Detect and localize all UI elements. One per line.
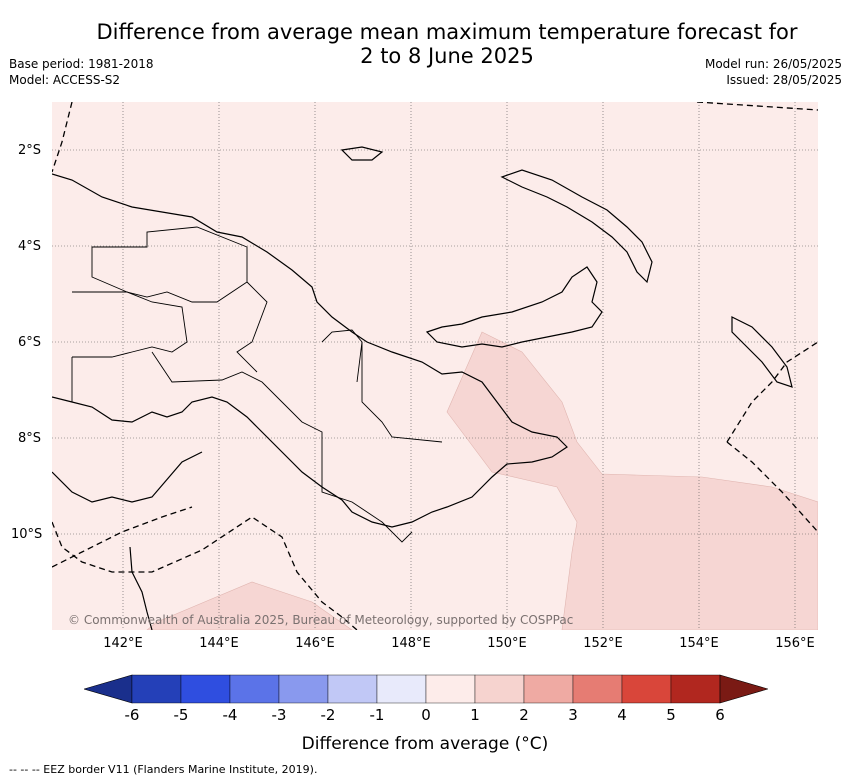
title-line-1: Difference from average mean maximum tem… <box>96 20 798 44</box>
lat-label-4s: 4°S <box>18 239 42 254</box>
lat-label-8s: 8°S <box>18 431 42 446</box>
colorbar-tick-label: 6 <box>715 706 725 724</box>
colorbar-segment <box>131 674 182 704</box>
colorbar-segment <box>278 674 329 704</box>
colorbar-tick-label: -1 <box>369 706 385 724</box>
chart-title: Difference from average mean maximum tem… <box>0 20 850 68</box>
colorbar-tick-label: -6 <box>124 706 140 724</box>
colorbar-segment <box>327 674 378 704</box>
lon-label-146e: 146°E <box>295 636 335 651</box>
colorbar-segment <box>523 674 574 704</box>
colorbar-arrow-high <box>719 674 768 704</box>
lon-label-142e: 142°E <box>103 636 143 651</box>
colorbar-segment <box>670 674 721 704</box>
map-svg: © Commonwealth of Australia 2025, Bureau… <box>52 102 818 630</box>
base-period: Base period: 1981-2018 <box>9 57 154 71</box>
anomaly-region-1-to-2 <box>446 331 818 630</box>
lon-label-154e: 154°E <box>679 636 719 651</box>
model-name: Model: ACCESS-S2 <box>9 73 121 87</box>
colorbar-tick-label: -2 <box>320 706 336 724</box>
colorbar-tick-label: 5 <box>666 706 676 724</box>
lon-label-152e: 152°E <box>583 636 623 651</box>
colorbar-tick-label: -3 <box>271 706 287 724</box>
title-line-2: 2 to 8 June 2025 <box>360 44 534 68</box>
colorbar-segment <box>376 674 427 704</box>
colorbar-tick-label: 3 <box>568 706 578 724</box>
meta-left: Base period: 1981-2018 Model: ACCESS-S2 <box>9 56 154 88</box>
lat-label-2s: 2°S <box>18 143 42 158</box>
anomaly-region-south <box>146 581 353 630</box>
lat-label-10s: 10°S <box>11 527 43 542</box>
colorbar-tick-label: 0 <box>421 706 431 724</box>
model-run: Model run: 26/05/2025 <box>704 57 842 71</box>
lon-label-156e: 156°E <box>775 636 815 651</box>
colorbar-segment <box>229 674 280 704</box>
colorbar-tick-label: -4 <box>222 706 238 724</box>
colorbar-title: Difference from average (°C) <box>301 734 549 754</box>
map-panel: © Commonwealth of Australia 2025, Bureau… <box>52 102 818 630</box>
eez-border <box>52 102 818 630</box>
gridlines <box>52 102 818 630</box>
colorbar-segment <box>474 674 525 704</box>
colorbar-tick-label: 1 <box>470 706 480 724</box>
colorbar-tick-label: 4 <box>617 706 627 724</box>
lon-label-144e: 144°E <box>199 636 239 651</box>
colorbar-segment <box>180 674 231 704</box>
colorbar-tick-label: 2 <box>519 706 529 724</box>
colorbar <box>84 674 768 704</box>
copyright-text: © Commonwealth of Australia 2025, Bureau… <box>68 613 573 627</box>
colorbar-segment <box>572 674 623 704</box>
issued-date: Issued: 28/05/2025 <box>726 73 842 87</box>
colorbar-tick-label: -5 <box>173 706 189 724</box>
lon-label-150e: 150°E <box>487 636 527 651</box>
meta-right: Model run: 26/05/2025 Issued: 28/05/2025 <box>705 56 842 88</box>
colorbar-segment <box>621 674 672 704</box>
coastlines <box>52 146 793 630</box>
province-borders <box>71 226 443 543</box>
lat-label-6s: 6°S <box>18 335 42 350</box>
colorbar-segment <box>425 674 476 704</box>
colorbar-arrow-low <box>84 674 133 704</box>
lon-label-148e: 148°E <box>391 636 431 651</box>
footer-note: -- -- -- EEZ border V11 (Flanders Marine… <box>9 763 318 776</box>
